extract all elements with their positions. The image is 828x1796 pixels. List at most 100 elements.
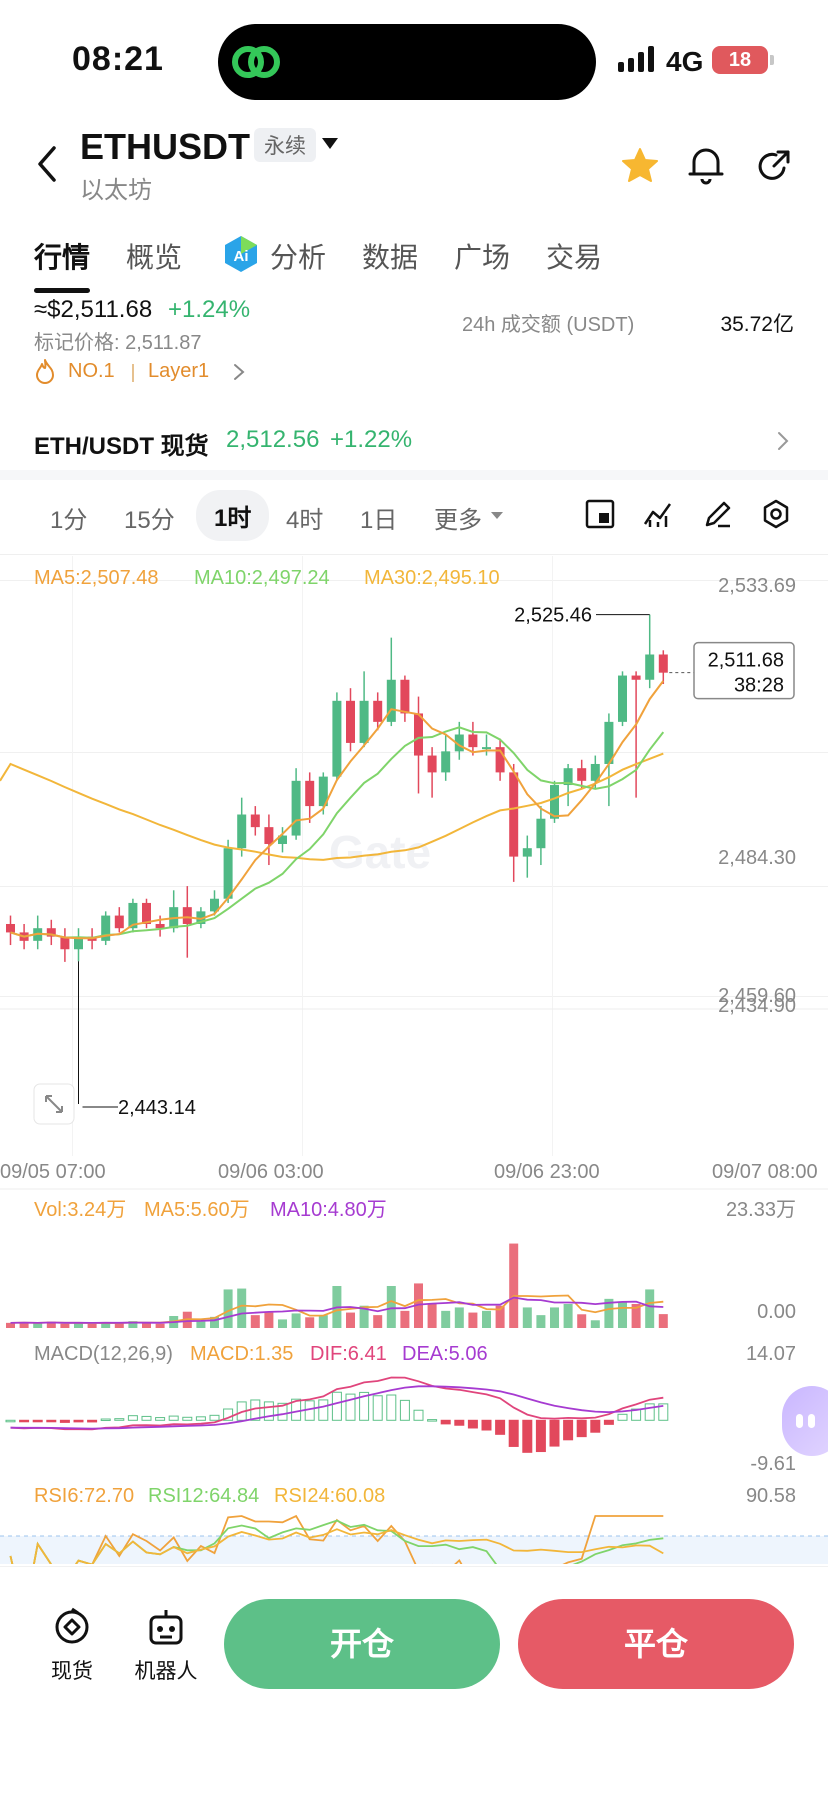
chevron-right-icon[interactable]	[232, 362, 246, 382]
macd-histogram-bar	[603, 1419, 614, 1425]
candle-body	[536, 818, 546, 849]
volume-bar	[318, 1315, 328, 1328]
bottom-action-bar: 现货 机器人 开仓 平仓	[0, 1566, 828, 1796]
macd-legend-dea: DEA:5.06	[402, 1343, 488, 1365]
watermark: Gate	[329, 826, 431, 878]
chevron-right-icon[interactable]	[776, 430, 790, 452]
volume-bar	[658, 1314, 668, 1328]
signal-icon	[618, 46, 654, 72]
macd-histogram-bar	[209, 1414, 220, 1421]
settings-icon[interactable]	[760, 498, 792, 530]
share-icon[interactable]	[754, 146, 794, 186]
compare-icon[interactable]	[642, 498, 674, 530]
interval-1m[interactable]: 1分	[50, 507, 88, 534]
volume-bar	[19, 1322, 29, 1328]
bell-icon[interactable]	[686, 144, 726, 186]
interval-1d[interactable]: 1日	[360, 507, 398, 534]
kline-chart-svg[interactable]: Gate MA5:2,507.48 MA10:2,497.24 MA30:2,495.…	[0, 556, 828, 1564]
indicator-icon[interactable]	[584, 498, 616, 530]
candle-body	[318, 776, 328, 807]
candle-body	[454, 734, 464, 752]
contract-symbol[interactable]: ETHUSDT	[80, 126, 250, 167]
header: ETHUSDT 永续 以太坊	[0, 120, 828, 220]
close-position-button[interactable]: 平仓	[518, 1599, 794, 1689]
rsi24-legend: RSI24:60.08	[274, 1485, 385, 1507]
volume-bar	[509, 1243, 519, 1328]
candle-body	[509, 772, 519, 857]
time-axis-label: 09/06 23:00	[494, 1161, 600, 1183]
volume-bar	[291, 1313, 301, 1328]
volume-bar	[237, 1288, 247, 1328]
volume-bar	[454, 1307, 464, 1328]
candle-body	[563, 768, 573, 786]
volume-bar	[250, 1315, 260, 1328]
spot-shortcut[interactable]: 现货	[32, 1607, 112, 1685]
candle-body	[250, 814, 260, 828]
tab-overview[interactable]: 概览	[126, 242, 183, 273]
macd-axis-min: -9.61	[750, 1453, 796, 1475]
spot-pair-row[interactable]: ETH/USDT 现货 2,512.56 +1.22%	[0, 416, 828, 476]
candle-body	[237, 814, 247, 849]
high-marker-label: 2,525.46	[514, 605, 592, 627]
symbol-dropdown-icon[interactable]	[322, 138, 338, 149]
tab-trade[interactable]: 交易	[546, 242, 603, 273]
interval-more[interactable]: 更多	[434, 507, 482, 534]
macd-histogram-bar	[590, 1419, 601, 1433]
spot-change: +1.22%	[330, 426, 413, 453]
macd-histogram-bar	[141, 1415, 152, 1421]
volume-bar	[264, 1312, 274, 1328]
tab-data[interactable]: 数据	[362, 242, 419, 273]
ma10-legend: MA10:2,497.24	[194, 567, 330, 589]
candle-body	[645, 654, 655, 680]
ticker-summary: ≈$2,511.68 +1.24% 标记价格: 2,511.87 24h 成交额…	[0, 296, 828, 416]
volume-bar	[604, 1298, 614, 1328]
spot-icon	[55, 1607, 89, 1644]
candle-body	[210, 898, 219, 912]
candle-body	[278, 835, 287, 844]
tab-square[interactable]: 广场	[454, 242, 511, 273]
sector-tag[interactable]: Layer1	[148, 360, 210, 382]
volume-bar	[645, 1289, 655, 1328]
battery-indicator: 18	[712, 46, 774, 74]
interval-15m[interactable]: 15分	[124, 507, 175, 534]
macd-histogram-bar	[277, 1402, 288, 1421]
favorite-star-icon[interactable]	[620, 146, 660, 186]
volume-label: 24h 成交额 (USDT)	[462, 314, 635, 336]
interval-4h[interactable]: 4时	[286, 507, 324, 534]
volume-bar	[414, 1283, 423, 1328]
draw-icon[interactable]	[702, 498, 734, 530]
macd-histogram-bar	[467, 1419, 478, 1429]
assistant-bubble-icon[interactable]	[782, 1386, 828, 1456]
open-position-button[interactable]: 开仓	[224, 1599, 500, 1689]
volume-bar	[33, 1323, 43, 1328]
volume-bar	[223, 1289, 233, 1328]
interval-1h[interactable]: 1时	[196, 490, 270, 541]
tab-analysis[interactable]: 分析	[270, 242, 327, 273]
tag-divider	[132, 364, 134, 382]
macd-histogram-bar	[481, 1419, 492, 1431]
macd-histogram-bar	[5, 1419, 16, 1423]
volume-bar	[373, 1315, 383, 1328]
volume-bar	[495, 1305, 505, 1328]
macd-histogram-bar	[318, 1399, 329, 1421]
candle-body	[373, 700, 383, 722]
volume-bar	[590, 1320, 600, 1328]
spot-pair-name: ETH/USDT 现货	[34, 433, 209, 460]
kline-chart[interactable]: Gate MA5:2,507.48 MA10:2,497.24 MA30:2,495.…	[0, 556, 828, 1564]
rank-badge[interactable]: NO.1	[68, 360, 115, 382]
spot-label: 现货	[51, 1660, 93, 1683]
volume-bar	[46, 1321, 56, 1328]
macd-histogram-bar	[413, 1409, 424, 1421]
back-arrow-icon[interactable]	[32, 142, 62, 186]
volume-bar	[74, 1322, 83, 1328]
candle-body	[550, 785, 559, 819]
rsi24-line	[9, 1528, 664, 1564]
tab-market[interactable]: 行情	[34, 242, 91, 273]
macd-histogram-bar	[658, 1403, 669, 1421]
macd-histogram-bar	[631, 1408, 642, 1421]
time-axis-label: 09/05 07:00	[0, 1161, 106, 1183]
candle-body	[482, 747, 491, 750]
candle-body	[196, 911, 206, 924]
candle-body	[590, 763, 600, 781]
bot-shortcut[interactable]: 机器人	[126, 1607, 206, 1685]
